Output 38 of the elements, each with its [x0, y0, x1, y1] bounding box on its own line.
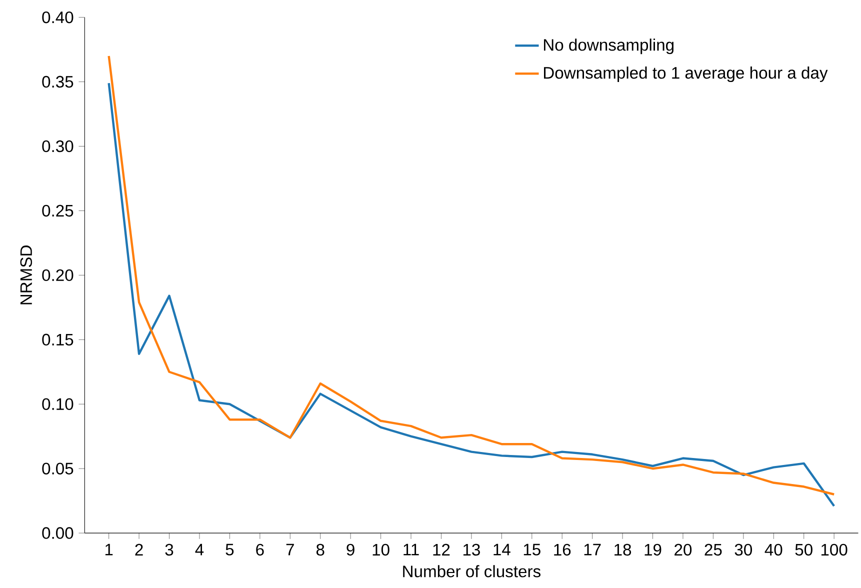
y-axis-title: NRMSD — [20, 245, 32, 304]
x-tick-label: 1 — [105, 544, 113, 556]
y-tick-label: 0.20 — [42, 269, 74, 281]
x-tick-label: 8 — [316, 544, 324, 556]
x-tick-label: 12 — [433, 544, 450, 556]
x-tick-label: 40 — [764, 544, 782, 556]
y-tick-label: 0.25 — [42, 204, 74, 217]
x-tick-label: 9 — [346, 544, 354, 556]
x-tick-label: 2 — [135, 544, 143, 556]
x-tick-label: 30 — [734, 544, 752, 556]
x-tick-label: 3 — [165, 544, 174, 556]
x-tick-label: 100 — [821, 544, 848, 556]
y-tick-label: 0.40 — [42, 11, 74, 24]
x-tick-label: 10 — [372, 544, 390, 556]
x-tick-label: 18 — [614, 544, 632, 556]
x-tick-label: 14 — [494, 544, 510, 556]
y-tick-label: 0.00 — [42, 527, 74, 539]
x-tick-label: 17 — [584, 544, 601, 556]
y-tick-label: 0.15 — [42, 334, 74, 346]
y-tick-label: 0.35 — [42, 76, 74, 88]
x-tick-label: 19 — [644, 544, 662, 556]
x-tick-label: 16 — [554, 544, 571, 556]
legend-label: No downsampling — [544, 38, 674, 54]
x-tick-label: 20 — [674, 544, 692, 556]
x-tick-label: 5 — [226, 544, 234, 556]
y-tick-label: 0.05 — [42, 462, 74, 474]
x-tick-label: 50 — [795, 544, 812, 556]
y-tick-label: 0.30 — [42, 140, 74, 152]
x-tick-label: 7 — [286, 544, 294, 556]
x-tick-label: 25 — [704, 544, 722, 556]
x-axis-title: Number of clusters — [403, 565, 540, 578]
legend-label: Downsampled to 1 average hour a day — [544, 66, 828, 82]
x-tick-label: 13 — [463, 544, 480, 556]
x-tick-label: 15 — [524, 544, 540, 556]
y-tick-label: 0.10 — [42, 398, 74, 410]
x-tick-label: 11 — [404, 544, 419, 556]
x-tick-label: 4 — [195, 544, 204, 556]
x-tick-label: 6 — [256, 544, 264, 556]
